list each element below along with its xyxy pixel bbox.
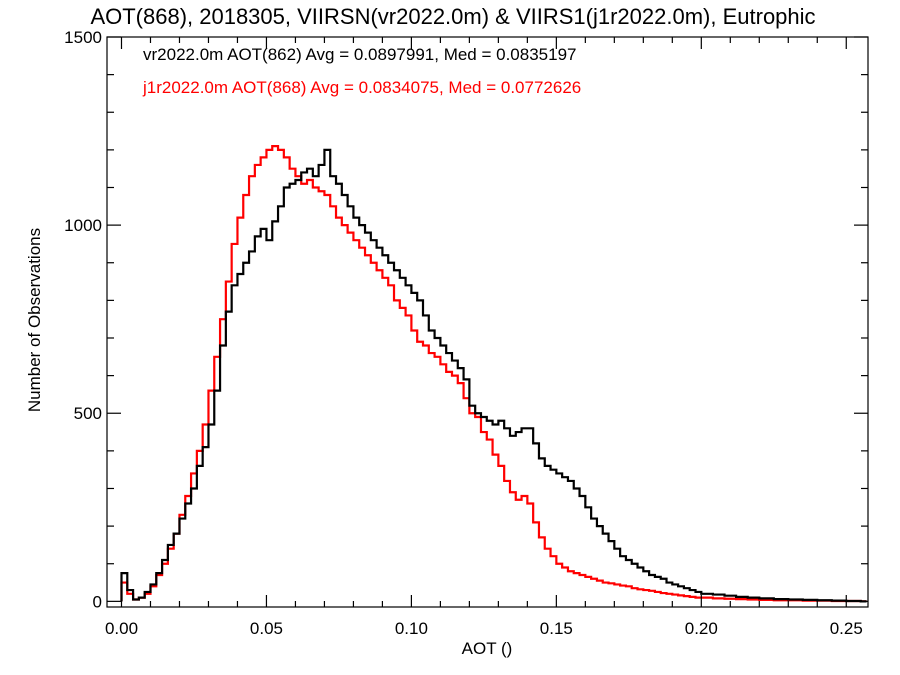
- x-tick-label: 0.05: [250, 619, 283, 638]
- y-tick-label: 0: [93, 592, 102, 611]
- y-tick-label: 500: [74, 404, 102, 423]
- annotation-black: vr2022.0m AOT(862) Avg = 0.0897991, Med …: [143, 45, 577, 64]
- x-axis-label: AOT (): [462, 639, 513, 658]
- plot-frame: [106, 36, 869, 608]
- y-tick-label: 1500: [64, 28, 102, 47]
- ticks-layer: 0.00 0.05 0.10 0.15 0.20 0.25 0 500 1000 1500: [64, 28, 868, 638]
- y-axis-label: Number of Observations: [25, 228, 44, 412]
- x-tick-label: 0.20: [685, 619, 718, 638]
- x-tick-label: 0.10: [395, 619, 428, 638]
- series-layer: [120, 145, 867, 603]
- x-tick-label: 0.15: [540, 619, 573, 638]
- annotation-red: j1r2022.0m AOT(868) Avg = 0.0834075, Med…: [142, 78, 581, 97]
- series-line-black: [120, 148, 867, 603]
- x-tick-label: 0.00: [105, 619, 138, 638]
- series-line-red: [120, 145, 867, 603]
- chart-title: AOT(868), 2018305, VIIRSN(vr2022.0m) & V…: [90, 4, 815, 29]
- y-tick-label: 1000: [64, 216, 102, 235]
- x-tick-label: 0.25: [830, 619, 863, 638]
